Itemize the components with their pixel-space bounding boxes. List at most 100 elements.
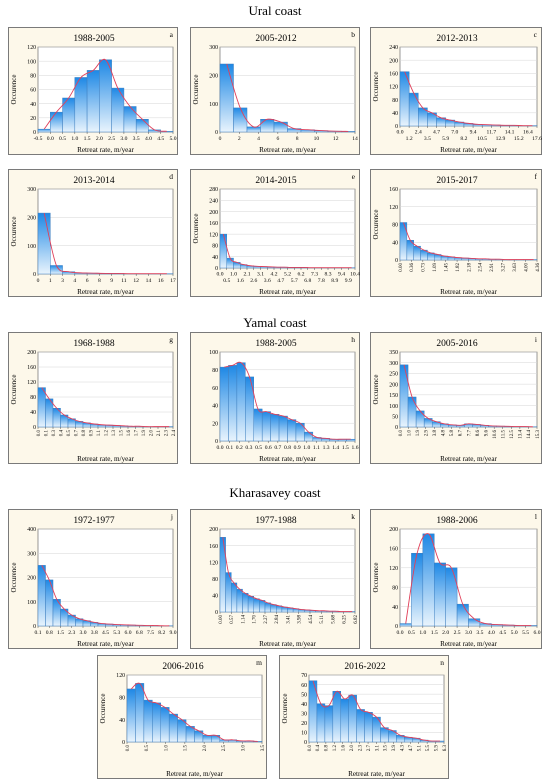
fit-curve [312,680,441,742]
x-tick-label: 5.0 [511,630,518,636]
y-axis-label: Occurence [281,694,289,724]
x-tick-label: 3 [61,278,64,284]
x-tick-label: 1.1 [313,445,320,451]
y-tick-label: 0 [122,740,125,746]
x-tick-label: 0.4 [316,745,321,752]
y-tick-label: 60 [30,88,36,94]
x-tick-label: 10.5 [477,136,487,142]
bar [456,603,469,627]
bar [228,365,238,442]
x-tick-label: 4.0 [145,136,152,142]
section-title-ural: Ural coast [248,3,302,18]
chart-panel-f: 2015-2017 f 0 40 80 120 160 0.00 0.36 0.73 1.09 1.4… [370,169,542,297]
x-tick-label: 5.0 [170,136,177,142]
y-axis-label: Occurence [10,563,18,593]
bar [422,533,435,627]
bar [340,698,349,743]
x-axis-label: Retreat rate, m/year [77,146,134,154]
chart-title: 1988-2006 [436,516,477,526]
x-tick-label: 1.6 [352,445,359,451]
x-tick-label: 6.2 [298,272,305,278]
fit-curve [224,361,351,440]
y-tick-label: 80 [392,98,398,104]
x-tick-label: 3.41 [286,615,291,624]
x-tick-label: 7.8 [318,278,325,284]
fit-curve [404,71,533,127]
x-tick-label: 2.1 [157,430,162,437]
chart-svg-i: 2005-2016 i 0 50 100 150 200 250 300 350 0.0 1.0 1.9… [372,335,541,463]
y-tick-label: 80 [119,696,125,702]
chart-panel-c: 2012-2013 c 0 40 80 120 160 200 240 0.0 1.2 2.4 3.5 4… [370,27,542,155]
chart-title: 2014-2015 [255,176,296,186]
x-axis-label: Retreat rate, m/year [259,146,316,154]
y-tick-label: 120 [389,205,398,211]
x-tick-label: 3.0 [242,745,247,752]
x-tick-label: 3.8 [433,430,438,437]
bar [348,694,357,743]
x-tick-label: 0.8 [46,630,53,636]
chart-svg-f: 2015-2017 f 0 40 80 120 160 0.00 0.36 0.73 1.09 1.4… [372,172,541,296]
x-tick-label: -0.5 [34,136,43,142]
bar [364,712,373,743]
bar [445,567,458,627]
x-axis-label: Retreat rate, m/year [77,455,134,463]
x-tick-label: 3.5 [261,745,266,752]
fit-curve [405,533,532,627]
y-axis-label: Occurence [99,694,107,724]
x-tick-label: 0.8 [325,745,330,752]
y-tick-label: 0 [33,425,36,431]
bar [37,565,46,627]
bar [411,553,424,627]
x-tick-label: 0.0 [399,430,404,437]
x-tick-label: 14 [146,278,152,284]
y-tick-label: 0 [395,624,398,630]
x-axis-label: Retreat rate, m/year [166,770,223,778]
bar [253,598,260,613]
y-tick-label: 200 [209,527,218,533]
bar [316,703,326,743]
x-tick-label: 9.4 [338,272,345,278]
x-tick-label: 3.27 [502,263,507,272]
x-tick-label: 0.8 [284,445,291,451]
x-tick-label: 1.09 [433,263,438,272]
x-tick-label: 2.5 [222,745,227,752]
y-tick-label: 80 [30,74,36,80]
chart-panel-l: 1988-2006 l 0 40 80 120 160 200 0.0 0.5 1.0 1.5 2.0 2… [370,509,542,649]
bar [247,595,254,613]
fit-curve [226,63,349,132]
chart-title: 1972-1977 [73,516,114,526]
x-tick-label: 0.5 [145,745,150,752]
x-tick-label: 1.1 [97,430,102,437]
x-tick-label: 4.8 [442,430,447,437]
y-tick-label: 0 [215,266,218,272]
x-tick-label: 0.00 [219,615,224,624]
panel-letter: l [535,512,537,521]
y-tick-label: 10 [301,731,307,737]
x-tick-label: 2.3 [164,430,169,437]
x-axis-label: Retreat rate, m/year [77,640,134,648]
bar [246,126,261,133]
fit-curve [41,387,170,428]
x-tick-label: 8.6 [476,430,481,437]
y-tick-label: 0 [395,425,398,431]
x-tick-label: 0.00 [399,263,404,272]
bar [219,63,234,133]
y-tick-label: 0 [395,258,398,264]
x-tick-label: 1.2 [333,745,338,752]
x-tick-label: 2.0 [149,430,154,437]
x-tick-label: 0.57 [230,615,235,624]
x-tick-label: 1.14 [241,615,246,624]
bar [50,265,63,275]
y-tick-label: 200 [209,74,218,80]
chart-title: 2005-2012 [255,34,296,44]
x-tick-label: 6.3 [443,745,448,752]
x-tick-label: 2.5 [108,136,115,142]
chart-svg-h: 1988-2005 h 0 20 40 60 80 100 0.0 0.1 0.2 0.3 0.5 0.6… [209,335,359,463]
y-tick-label: 80 [212,244,218,250]
x-tick-label: 2.3 [358,745,363,752]
bar [324,705,334,743]
panel-letter: g [169,335,173,344]
y-tick-label: 200 [27,216,36,222]
y-tick-label: 240 [389,45,398,51]
bar [332,691,342,743]
